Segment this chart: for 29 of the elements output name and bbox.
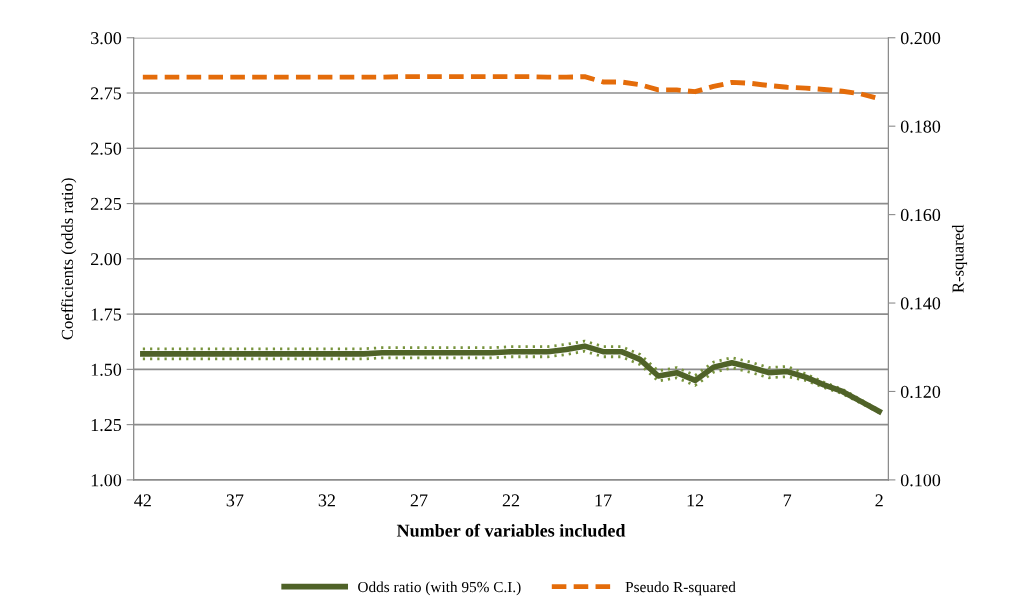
y2-tick-label: 0.160 bbox=[900, 208, 941, 222]
y-axis-title: Coefficients (odds ratio) bbox=[61, 178, 77, 340]
legend-label: Pseudo R-squared bbox=[625, 581, 736, 596]
x-tick-label: 7 bbox=[783, 494, 792, 507]
y2-tick-label: 0.100 bbox=[900, 474, 941, 487]
legend-label: Odds ratio (with 95% C.I.) bbox=[358, 581, 521, 596]
y-tick-label: 1.00 bbox=[91, 474, 122, 487]
x-axis-title: Number of variables included bbox=[396, 523, 626, 537]
y2-tick-label: 0.180 bbox=[900, 120, 941, 133]
y-tick-label: 1.50 bbox=[91, 363, 122, 376]
x-tick-label: 42 bbox=[134, 494, 151, 507]
y-tick-label: 1.25 bbox=[91, 418, 122, 432]
x-tick-label: 37 bbox=[226, 494, 244, 507]
y-tick-label: 2.75 bbox=[91, 87, 122, 100]
x-tick-label: 12 bbox=[687, 494, 704, 507]
y2-axis-title: R-squared bbox=[951, 224, 968, 293]
y-tick-label: 3.00 bbox=[91, 32, 122, 45]
y-tick-label: 2.25 bbox=[91, 197, 122, 211]
x-tick-label: 17 bbox=[595, 494, 612, 507]
y-tick-label: 2.50 bbox=[91, 142, 122, 155]
y2-tick-label: 0.140 bbox=[900, 297, 941, 310]
x-tick-label: 2 bbox=[875, 494, 883, 507]
y-tick-label: 2.00 bbox=[91, 253, 122, 266]
y2-tick-label: 0.200 bbox=[900, 32, 941, 45]
x-tick-label: 22 bbox=[502, 494, 520, 507]
y-tick-label: 1.75 bbox=[91, 308, 122, 321]
x-tick-label: 27 bbox=[410, 494, 428, 507]
x-tick-label: 32 bbox=[318, 494, 335, 507]
y2-tick-label: 0.120 bbox=[900, 385, 941, 398]
